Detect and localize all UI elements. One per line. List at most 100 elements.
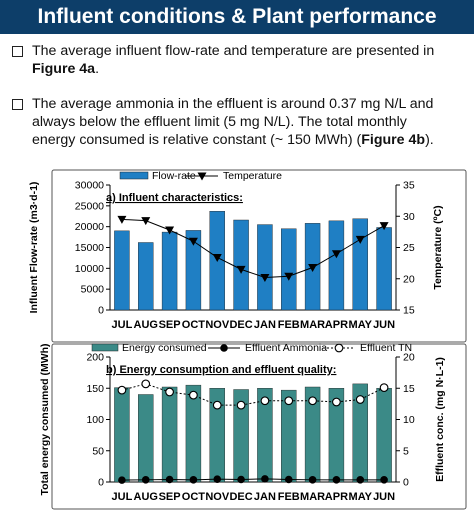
category-label: SEP <box>159 491 181 503</box>
category-label: JUN <box>373 319 395 331</box>
legend-marker <box>334 343 344 353</box>
left-tick-label: 100 <box>86 414 104 426</box>
right-tick-label: 15 <box>403 305 415 317</box>
category-label: FEB <box>278 491 300 503</box>
data-point <box>284 396 294 406</box>
data-point <box>236 265 246 274</box>
bar <box>376 388 392 483</box>
data-point <box>188 237 198 246</box>
bullet-text-end: ). <box>425 132 434 148</box>
category-label: MAY <box>349 491 373 503</box>
category-label: FEB <box>278 319 300 331</box>
chart-subtitle: b) Energy consumption and effluent quali… <box>106 364 336 376</box>
data-point <box>379 383 389 392</box>
bar <box>233 219 249 311</box>
left-tick-label: 5000 <box>81 284 105 296</box>
bullet-text-end: . <box>95 61 100 77</box>
data-point <box>141 217 151 226</box>
data-point <box>165 475 174 484</box>
bar <box>328 220 345 311</box>
right-tick-label: 20 <box>403 352 415 364</box>
bullet-text: The average influent flow-rate and tempe… <box>32 42 452 78</box>
left-tick-label: 0 <box>98 305 104 317</box>
left-tick-label: 25000 <box>75 200 104 212</box>
figure-reference: Figure 4a <box>32 61 96 77</box>
right-tick-label: 0 <box>403 477 409 489</box>
data-point <box>355 235 365 244</box>
bullet-text: The average ammonia in the effluent is a… <box>32 95 452 149</box>
category-label: SEP <box>159 319 181 331</box>
legend-swatch <box>91 343 119 352</box>
data-point <box>236 400 246 410</box>
bar <box>161 386 178 483</box>
series-line <box>121 218 385 279</box>
category-label: MAR <box>300 319 325 331</box>
left-tick-label: 15000 <box>75 242 104 254</box>
right-tick-label: 35 <box>403 180 415 192</box>
data-point <box>165 387 174 397</box>
bar <box>161 231 178 311</box>
data-point <box>260 396 270 406</box>
right-tick-label: 5 <box>403 445 409 457</box>
category-label: JAN <box>254 319 276 331</box>
right-tick-label: 25 <box>403 242 415 254</box>
data-point <box>261 475 269 483</box>
data-point <box>212 400 222 410</box>
left-tick-label: 0 <box>98 477 104 489</box>
legend-marker <box>197 172 207 181</box>
page-title: Influent conditions & Plant performance <box>0 0 474 34</box>
bar <box>352 218 368 311</box>
legend-label: Temperature <box>223 170 282 182</box>
bullet-text-main: The average influent flow-rate and tempe… <box>32 43 435 59</box>
category-label: DEC <box>229 319 252 331</box>
data-point <box>237 475 245 484</box>
bar <box>257 224 273 311</box>
right-tick-label: 15 <box>403 383 415 395</box>
data-point <box>356 476 365 484</box>
data-point <box>308 264 318 272</box>
bullet-text-main: The average ammonia in the effluent is a… <box>32 96 434 148</box>
data-point <box>117 385 127 395</box>
data-point <box>380 476 388 484</box>
series-line <box>121 478 385 481</box>
data-point <box>165 226 175 235</box>
data-point <box>141 476 150 484</box>
data-point <box>308 396 317 406</box>
data-point <box>284 272 294 281</box>
category-label: MAY <box>349 319 373 331</box>
left-axis-title: Total energy consumed (MWh) <box>39 343 51 495</box>
category-label: APR <box>325 319 348 331</box>
category-label: DEC <box>229 491 252 503</box>
data-point <box>332 397 341 407</box>
right-tick-label: 30 <box>403 211 415 223</box>
bar <box>376 227 392 311</box>
data-point <box>260 274 270 282</box>
data-point <box>379 222 389 231</box>
legend-swatch <box>119 171 149 180</box>
category-label: JUL <box>112 319 133 331</box>
legend-label: Effluent TN <box>360 342 412 354</box>
category-label: AUG <box>134 491 158 503</box>
category-label: JUL <box>112 491 133 503</box>
data-point <box>308 476 317 484</box>
bar <box>138 242 154 311</box>
category-label: JUN <box>373 491 395 503</box>
left-tick-label: 50 <box>92 445 104 457</box>
legend-label: Energy consumed <box>122 342 207 354</box>
category-label: APR <box>325 491 348 503</box>
data-point <box>212 254 222 262</box>
left-tick-label: 10000 <box>75 263 104 275</box>
legend-label: Effluent Ammonia <box>245 342 327 354</box>
bar <box>281 228 297 311</box>
data-point <box>189 476 198 484</box>
left-tick-label: 20000 <box>75 221 104 233</box>
data-point <box>284 475 293 484</box>
data-point <box>332 476 341 484</box>
right-axis-title: Temperature (ºC) <box>432 205 444 289</box>
left-tick-label: 200 <box>86 352 104 364</box>
category-label: AUG <box>134 319 158 331</box>
category-label: JAN <box>254 491 276 503</box>
data-point <box>141 379 151 389</box>
checkbox-bullet-icon <box>12 99 23 110</box>
